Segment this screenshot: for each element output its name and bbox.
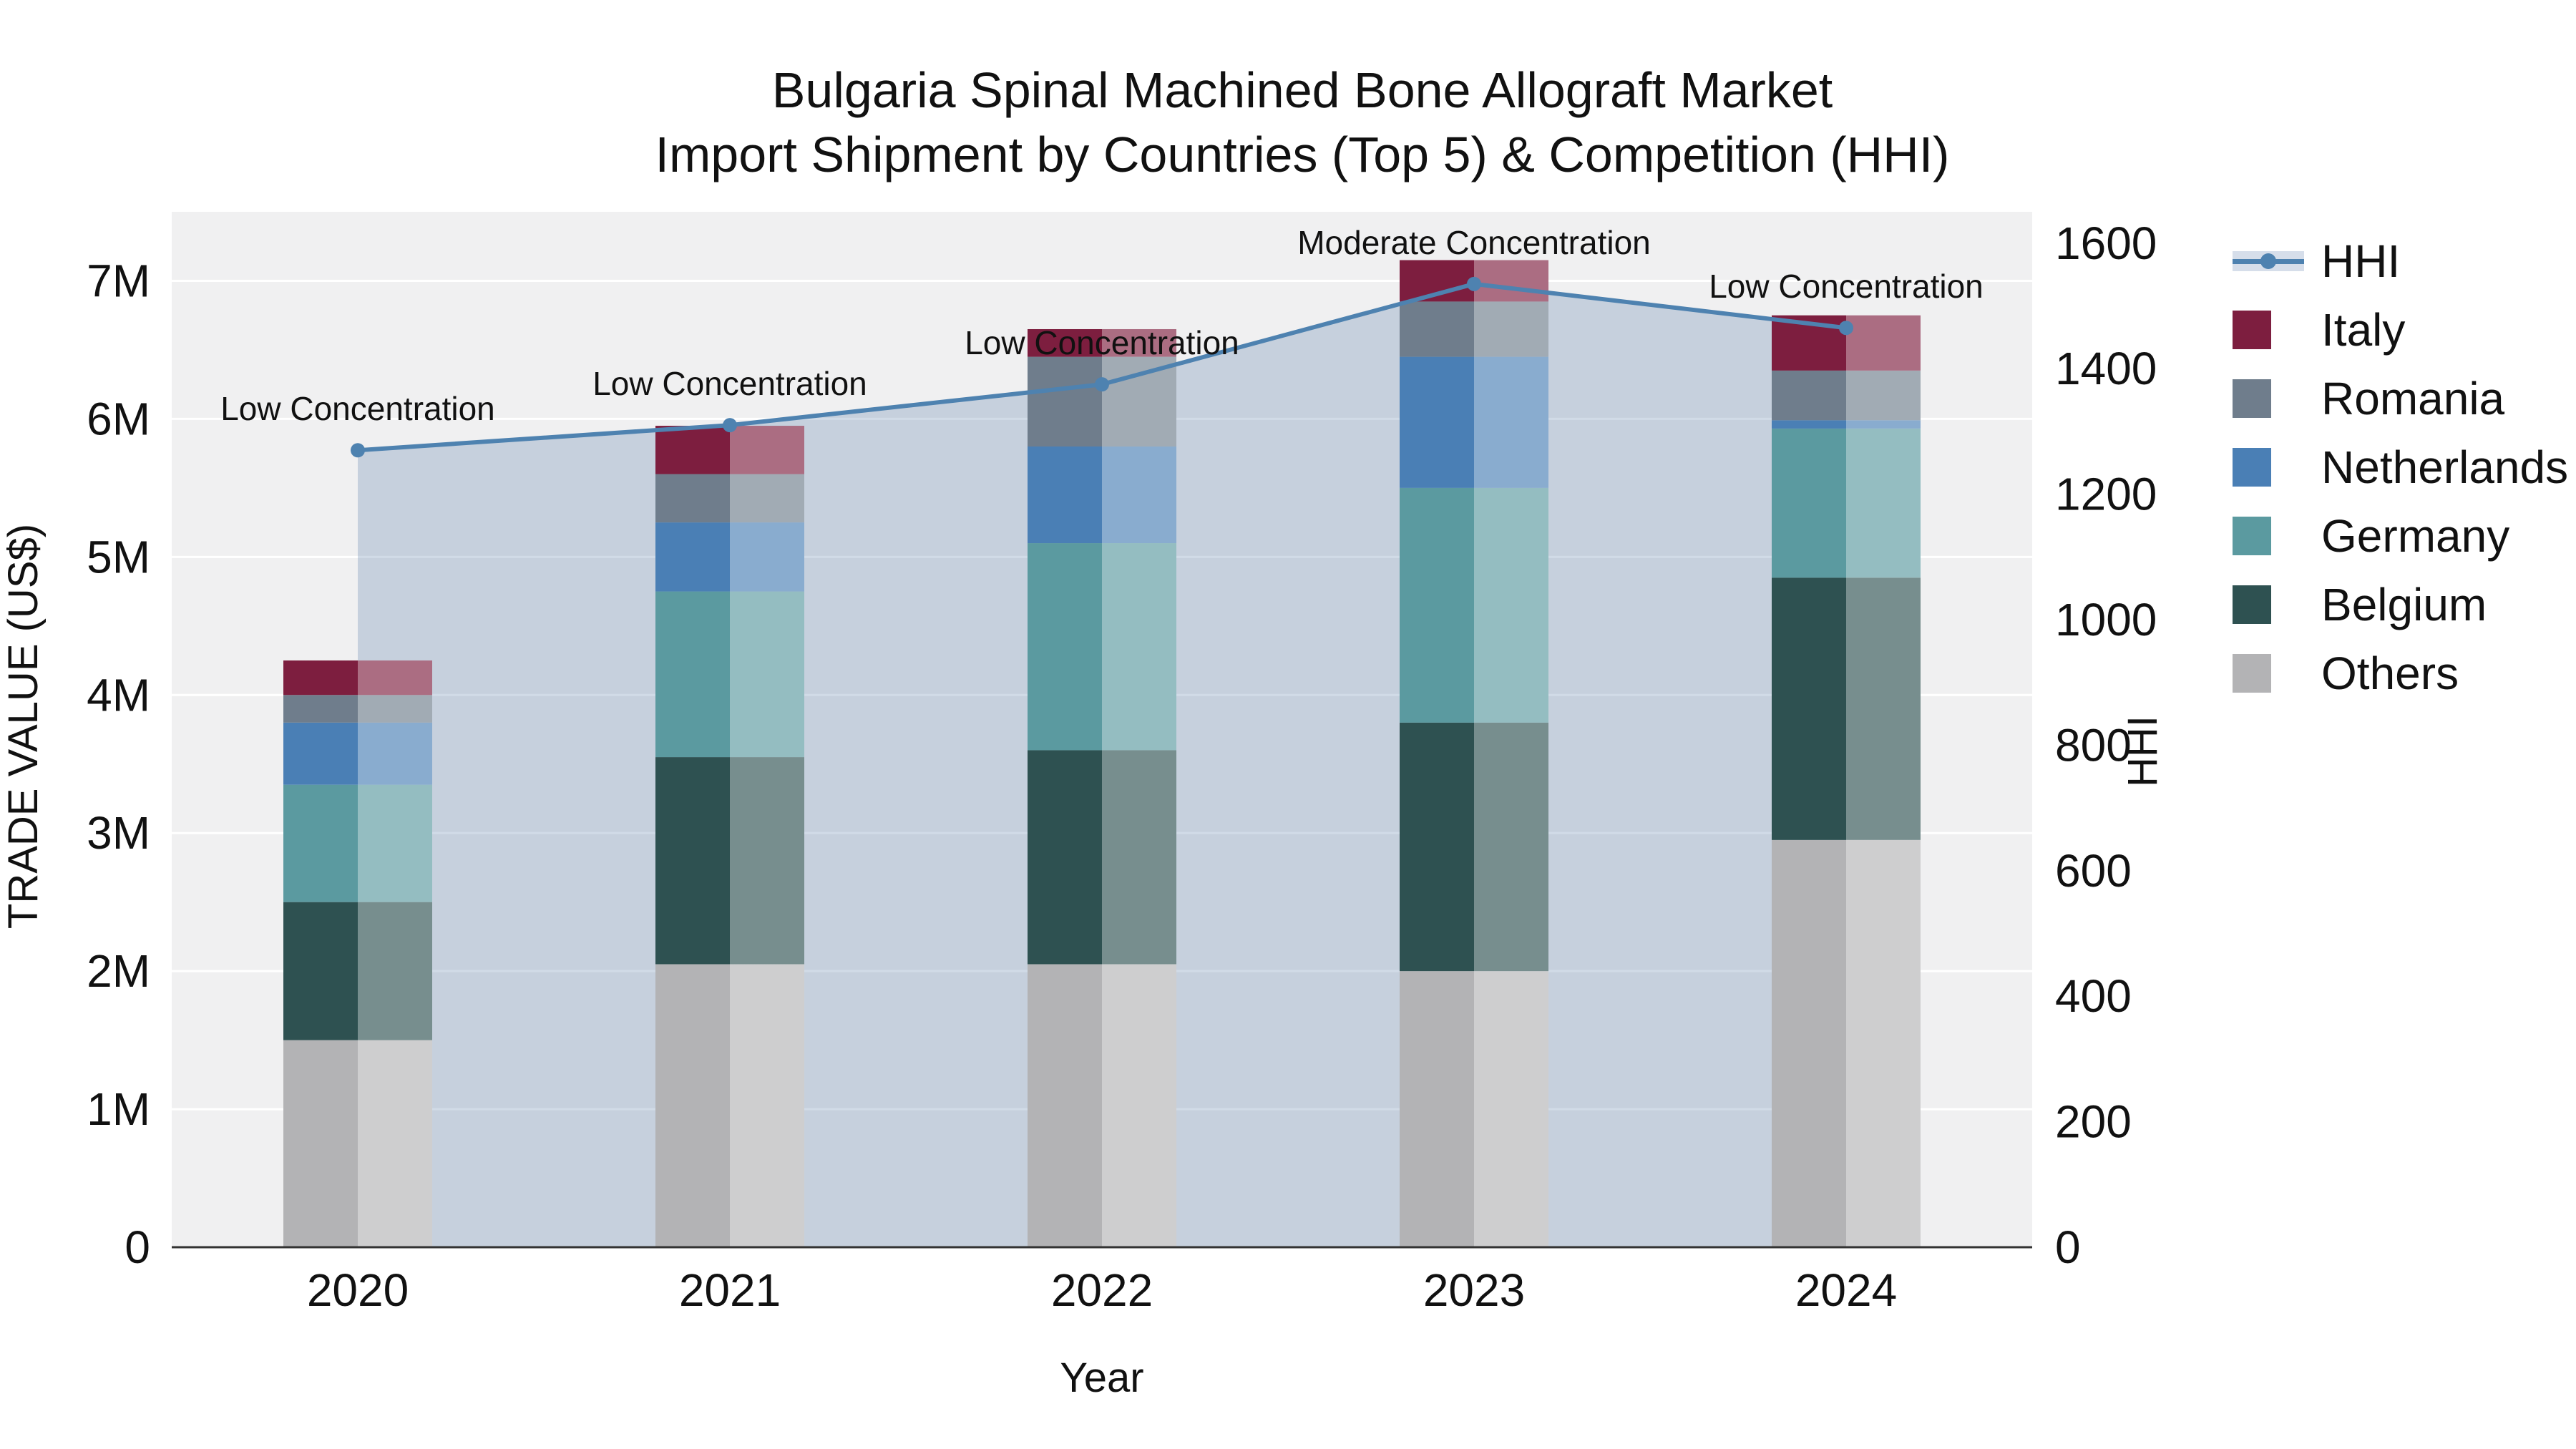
hhi-marker-2024: [1839, 321, 1853, 336]
bar-segment-belgium-2021: [655, 757, 804, 965]
hhi-annotation-2023: Moderate Concentration: [1297, 224, 1651, 261]
hhi-annotation-2021: Low Concentration: [592, 365, 867, 402]
x-tick-label-2022: 2022: [1051, 1264, 1153, 1316]
hhi-annotation-2020: Low Concentration: [220, 390, 495, 427]
bar-segment-others-2020: [283, 1040, 432, 1247]
bar-segment-romania-2024: [1772, 370, 1921, 421]
hhi-marker-2021: [723, 418, 737, 433]
bar-segment-belgium-2023: [1400, 722, 1548, 972]
legend-item-hhi[interactable]: HHI: [2233, 235, 2568, 287]
legend: HHI Italy Romania Netherlands Germany Belgium…: [2233, 235, 2569, 699]
bar-segment-romania-2020: [283, 695, 432, 723]
bar-segment-belgium-2022: [1028, 750, 1176, 965]
legend-item-others[interactable]: Others: [2233, 648, 2568, 699]
bar-segment-italy-2022: [1028, 328, 1176, 357]
y-left-tick-label: 1M: [87, 1083, 150, 1135]
hhi-annotation-2022: Low Concentration: [965, 324, 1239, 361]
x-axis-title: Year: [1060, 1355, 1143, 1401]
y-right-tick-label: 1400: [2055, 343, 2157, 394]
bar-segment-germany-2020: [283, 784, 432, 902]
bar-segment-others-2021: [655, 964, 804, 1247]
bar-segment-romania-2023: [1400, 301, 1548, 357]
legend-item-belgium[interactable]: Belgium: [2233, 579, 2568, 630]
plot-area: 0 1M 2M 3M 4M 5M 6M 7M 0 200 400 600 800 1000 1200 1400…: [87, 212, 2157, 1316]
legend-swatch-germany: [2233, 516, 2304, 556]
legend-label-belgium: Belgium: [2321, 579, 2487, 630]
hhi-line-swatch: [2233, 241, 2304, 281]
y-right-tick-label: 600: [2055, 845, 2132, 897]
bar-segment-others-2023: [1400, 971, 1548, 1247]
legend-label-romania: Romania: [2321, 373, 2505, 424]
legend-label-hhi: HHI: [2321, 235, 2401, 287]
legend-swatch-belgium: [2233, 585, 2304, 625]
y-right-tick-label: 400: [2055, 970, 2132, 1022]
legend-swatch-others: [2233, 653, 2304, 693]
legend-label-netherlands: Netherlands: [2321, 441, 2569, 493]
y-left-tick-label: 3M: [87, 807, 150, 859]
legend-swatch-italy: [2233, 310, 2304, 350]
y-left-tick-label: 4M: [87, 669, 150, 721]
bar-segment-netherlands-2021: [655, 522, 804, 592]
bar-segment-netherlands-2023: [1400, 356, 1548, 488]
y-left-tick-label: 2M: [87, 945, 150, 997]
y-left-tick-label: 0: [125, 1221, 150, 1273]
bar-segment-others-2022: [1028, 964, 1176, 1247]
x-tick-label-2023: 2023: [1423, 1264, 1525, 1316]
bar-segment-germany-2023: [1400, 487, 1548, 723]
y-left-axis-title: TRADE VALUE (US$): [0, 524, 47, 929]
y-left-tick-label: 7M: [87, 255, 150, 306]
chart-title-line1: Bulgaria Spinal Machined Bone Allograft …: [772, 62, 1833, 118]
y-left-tick-label: 5M: [87, 531, 150, 582]
y-right-tick-label: 200: [2055, 1096, 2132, 1148]
bar-segment-italy-2020: [283, 660, 432, 696]
legend-swatch-romania: [2233, 379, 2304, 419]
legend-label-italy: Italy: [2321, 304, 2406, 356]
y-right-tick-label: 1600: [2055, 218, 2157, 269]
x-tick-label-2020: 2020: [307, 1264, 409, 1316]
legend-label-others: Others: [2321, 648, 2459, 699]
bar-segment-germany-2021: [655, 591, 804, 758]
legend-swatch-netherlands: [2233, 447, 2304, 487]
hhi-marker-2020: [351, 443, 365, 458]
y-right-axis-title: HHI: [2119, 716, 2166, 787]
legend-label-germany: Germany: [2321, 510, 2510, 562]
y-right-tick-label: 800: [2055, 719, 2132, 771]
legend-item-germany[interactable]: Germany: [2233, 510, 2568, 562]
chart-title-line2: Import Shipment by Countries (Top 5) & C…: [655, 127, 1950, 182]
y-right-tick-label: 1000: [2055, 594, 2157, 645]
bar-segment-others-2024: [1772, 839, 1921, 1247]
bar-segment-italy-2021: [655, 426, 804, 474]
x-tick-label-2024: 2024: [1795, 1264, 1897, 1316]
legend-item-romania[interactable]: Romania: [2233, 373, 2568, 424]
y-right-tick-label: 1200: [2055, 469, 2157, 520]
bar-segment-germany-2022: [1028, 543, 1176, 751]
bar-segment-netherlands-2022: [1028, 446, 1176, 544]
legend-item-netherlands[interactable]: Netherlands: [2233, 441, 2569, 493]
x-tick-label-2021: 2021: [679, 1264, 781, 1316]
bar-segment-netherlands-2024: [1772, 420, 1921, 429]
hhi-marker-2022: [1095, 377, 1109, 392]
bar-segment-netherlands-2020: [283, 722, 432, 785]
y-right-tick-label: 0: [2055, 1221, 2081, 1273]
legend-item-italy[interactable]: Italy: [2233, 304, 2568, 356]
y-left-tick-label: 6M: [87, 393, 150, 444]
bar-segment-belgium-2024: [1772, 577, 1921, 840]
hhi-annotation-2024: Low Concentration: [1709, 268, 1984, 305]
bar-segment-belgium-2020: [283, 902, 432, 1040]
hhi-marker-2023: [1467, 276, 1481, 291]
bar-segment-romania-2021: [655, 474, 804, 523]
bar-segment-germany-2024: [1772, 428, 1921, 578]
